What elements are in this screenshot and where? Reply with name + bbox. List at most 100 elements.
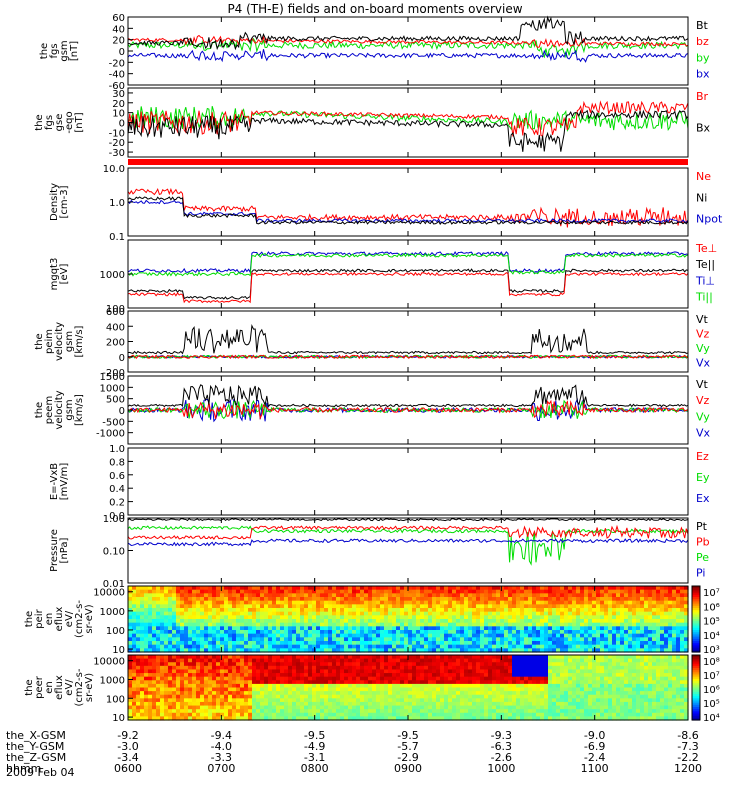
spectrogram-cell: [580, 644, 585, 649]
spectrogram-cell: [436, 586, 441, 591]
spectrogram-cell: [576, 589, 581, 594]
spectrogram-cell: [240, 648, 245, 653]
spectrogram-cell: [132, 712, 137, 717]
spectrogram-cell: [480, 626, 485, 631]
spectrogram-cell: [504, 619, 509, 624]
spectrogram-cell: [532, 658, 537, 663]
spectrogram-cell: [420, 611, 425, 616]
spectrogram-cell: [356, 615, 361, 620]
spectrogram-cell: [568, 709, 573, 714]
spectrogram-cell: [152, 694, 157, 699]
spectrogram-cell: [664, 641, 669, 646]
spectrogram-cell: [160, 676, 165, 681]
spectrogram-cell: [216, 593, 221, 598]
spectrogram-cell: [148, 644, 153, 649]
spectrogram-cell: [564, 662, 569, 667]
spectrogram-cell: [336, 648, 341, 653]
spectrogram-cell: [312, 698, 317, 703]
spectrogram-cell: [220, 691, 225, 696]
spectrogram-cell: [232, 637, 237, 642]
spectrogram-cell: [608, 633, 613, 638]
spectrogram-cell: [624, 691, 629, 696]
spectrogram-cell: [276, 683, 281, 689]
spectrogram-cell: [684, 630, 689, 635]
spectrogram-cell: [556, 691, 561, 696]
spectrogram-cell: [248, 626, 253, 631]
spectrogram-cell: [236, 586, 241, 591]
spectrogram-cell: [496, 611, 501, 616]
spectrogram-cell: [672, 630, 677, 635]
spectrogram-cell: [144, 615, 149, 620]
spectrogram-cell: [560, 680, 565, 685]
spectrogram-cell: [536, 608, 541, 613]
spectrogram-cell: [200, 673, 205, 678]
spectrogram-cell: [464, 701, 469, 707]
spectrogram-cell: [404, 665, 409, 671]
spectrogram-cell: [488, 655, 493, 660]
spectrogram-cell: [500, 611, 505, 616]
spectrogram-cell: [656, 637, 661, 642]
spectrogram-cell: [172, 680, 177, 685]
spectrogram-cell: [544, 680, 549, 685]
spectrogram-cell: [300, 611, 305, 616]
spectrogram-cell: [156, 615, 161, 620]
spectrogram-cell: [568, 655, 573, 660]
spectrogram-cell: [276, 673, 281, 678]
spectrogram-cell: [640, 633, 645, 638]
spectrogram-cell: [404, 604, 409, 609]
spectrogram-cell: [144, 589, 149, 594]
spectrogram-cell: [132, 662, 137, 667]
spectrogram-cell: [328, 619, 333, 624]
spectrogram-cell: [492, 694, 497, 699]
spectrogram-cell: [628, 608, 633, 613]
spectrogram-cell: [480, 676, 485, 681]
spectrogram-cell: [188, 637, 193, 642]
spectrogram-cell: [188, 593, 193, 598]
spectrogram-cell: [416, 709, 421, 714]
spectrogram-cell: [592, 662, 597, 667]
spectrogram-cell: [176, 648, 181, 653]
spectrogram-cell: [576, 641, 581, 646]
spectrogram-cell: [580, 698, 585, 703]
spectrogram-cell: [356, 622, 361, 627]
spectrogram-cell: [412, 705, 417, 710]
spectrogram-cell: [664, 673, 669, 678]
spectrogram-cell: [584, 600, 589, 605]
spectrogram-cell: [136, 658, 141, 663]
spectrogram-cell: [372, 676, 377, 681]
spectrogram-cell: [548, 630, 553, 635]
spectrogram-cell: [320, 648, 325, 653]
spectrogram-cell: [552, 665, 557, 671]
spectrogram-cell: [444, 604, 449, 609]
spectrogram-cell: [208, 698, 213, 703]
spectrogram-cell: [348, 662, 353, 667]
spectrogram-cell: [296, 658, 301, 663]
spectrogram-cell: [400, 673, 405, 678]
spectrogram-cell: [228, 630, 233, 635]
spectrogram-cell: [372, 698, 377, 703]
spectrogram-cell: [340, 626, 345, 631]
spectrogram-cell: [528, 680, 533, 685]
spectrogram-cell: [160, 611, 165, 616]
spectrogram-cell: [408, 600, 413, 605]
spectrogram-cell: [192, 586, 197, 591]
spectrogram-cell: [408, 641, 413, 646]
spectrogram-cell: [548, 662, 553, 667]
spectrogram-cell: [480, 600, 485, 605]
spectrogram-cell: [128, 698, 133, 703]
spectrogram-cell: [272, 622, 277, 627]
spectrogram-cell: [216, 644, 221, 649]
spectrogram-cell: [660, 709, 665, 714]
spectrogram-cell: [384, 633, 389, 638]
spectrogram-cell: [240, 687, 245, 692]
spectrogram-cell: [652, 637, 657, 642]
spectrogram-cell: [156, 662, 161, 667]
spectrogram-cell: [500, 680, 505, 685]
spectrogram-cell: [628, 655, 633, 660]
spectrogram-cell: [600, 712, 605, 717]
spectrogram-cell: [212, 604, 217, 609]
spectrogram-cell: [360, 716, 365, 721]
spectrogram-cell: [668, 619, 673, 624]
spectrogram-cell: [480, 641, 485, 646]
spectrogram-cell: [380, 608, 385, 613]
